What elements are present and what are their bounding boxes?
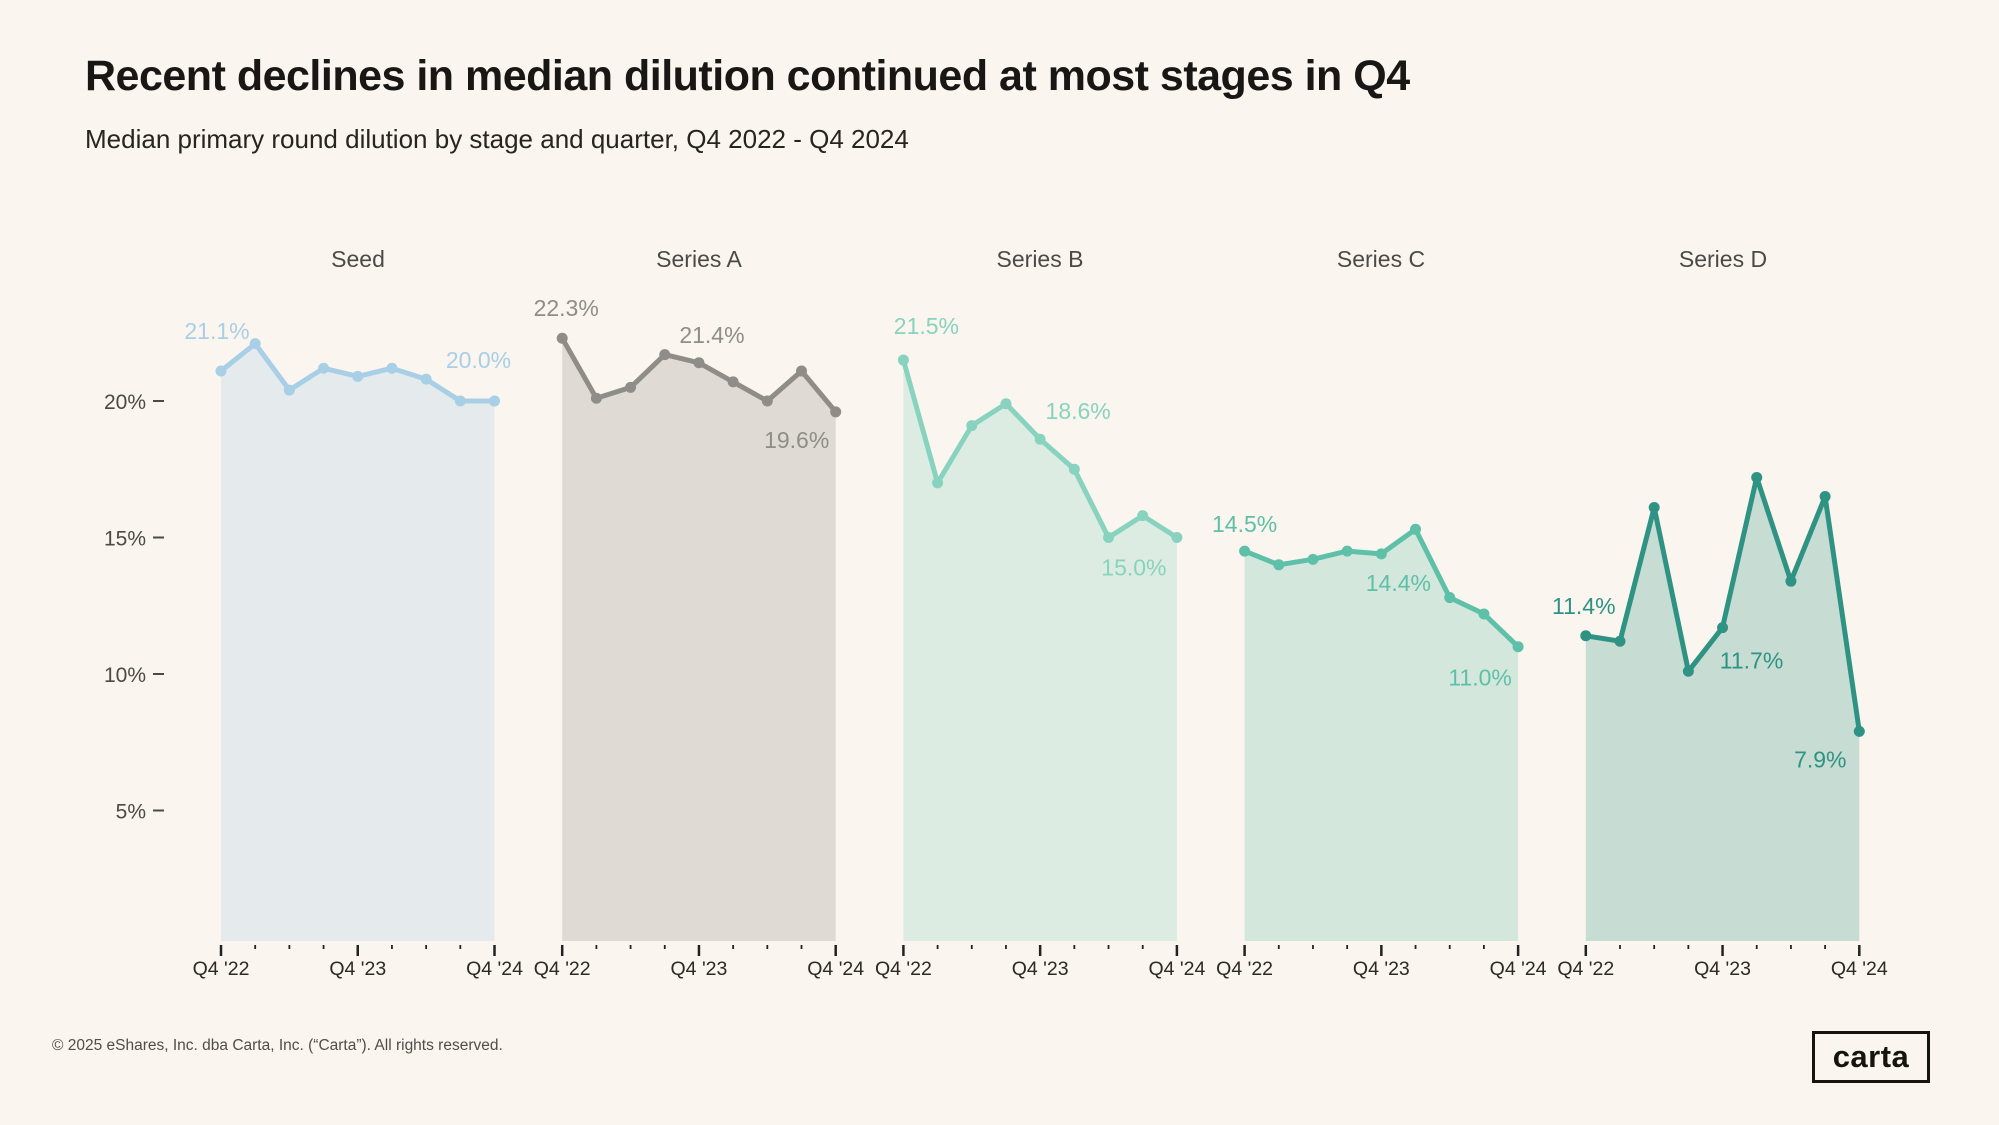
point-series-c-q4 <box>1375 548 1387 560</box>
y-axis-tick-label: 15% <box>104 528 146 551</box>
point-series-d-q8 <box>1853 725 1865 737</box>
panel-title-series-a: Series A <box>656 246 742 272</box>
panel-title-series-c: Series C <box>1336 246 1426 272</box>
point-series-a-q0 <box>556 332 568 344</box>
point-series-c-q7 <box>1478 608 1490 620</box>
copyright-text: © 2025 eShares, Inc. dba Carta, Inc. (“C… <box>52 1037 503 1054</box>
point-seed-q0 <box>215 365 227 377</box>
point-series-b-q5 <box>1068 463 1080 475</box>
page-subtitle: Median primary round dilution by stage a… <box>85 124 909 154</box>
panel-title-series-b: Series B <box>996 246 1084 272</box>
point-series-c-q0 <box>1239 545 1251 557</box>
area-fill-series-c <box>1244 529 1519 941</box>
x-axis-tick-label: Q4 '24 <box>1148 958 1205 980</box>
y-axis-tick-label: 10% <box>104 664 146 687</box>
point-series-c-q5 <box>1410 523 1422 535</box>
point-series-a-q7 <box>796 365 808 377</box>
point-seed-q5 <box>386 362 398 374</box>
carta-logo: carta <box>1812 1031 1930 1083</box>
y-axis-tick-label: 20% <box>104 391 146 414</box>
point-series-b-q3 <box>1000 398 1012 410</box>
point-series-a-q5 <box>727 376 739 388</box>
panel-title-seed: Seed <box>331 246 385 272</box>
point-series-a-q8 <box>830 406 842 418</box>
point-series-d-q0 <box>1580 630 1592 642</box>
point-seed-q1 <box>249 338 261 350</box>
point-series-d-q2 <box>1648 501 1660 513</box>
value-label-series-d: 11.4% <box>1552 593 1616 619</box>
point-series-b-q4 <box>1034 433 1046 445</box>
point-series-a-q3 <box>659 349 671 361</box>
point-series-d-q4 <box>1717 622 1729 634</box>
point-seed-q4 <box>352 370 364 382</box>
point-seed-q7 <box>454 395 466 407</box>
x-axis-tick-label: Q4 '24 <box>807 958 864 980</box>
point-series-c-q1 <box>1273 559 1285 571</box>
area-fill-series-b <box>903 360 1177 942</box>
point-seed-q2 <box>283 384 295 396</box>
carta-logo-text: carta <box>1832 1039 1910 1074</box>
point-series-c-q6 <box>1444 592 1456 604</box>
point-series-d-q5 <box>1751 471 1763 483</box>
x-axis-tick-label: Q4 '23 <box>671 958 728 980</box>
point-series-b-q2 <box>966 420 978 432</box>
x-axis-tick-label: Q4 '24 <box>1490 958 1547 980</box>
x-axis-tick-label: Q4 '22 <box>193 958 250 980</box>
value-label-series-b: 18.6% <box>1046 398 1111 424</box>
x-axis-tick-label: Q4 '24 <box>1831 958 1888 980</box>
value-label-series-a: 22.3% <box>534 295 599 321</box>
area-fill-series-d <box>1585 477 1860 941</box>
point-series-c-q3 <box>1341 545 1353 557</box>
point-series-d-q7 <box>1819 491 1831 503</box>
value-label-series-d: 7.9% <box>1794 746 1846 772</box>
x-axis-tick-label: Q4 '23 <box>1353 958 1410 980</box>
point-series-a-q6 <box>761 395 773 407</box>
point-series-a-q4 <box>693 357 705 369</box>
value-label-series-d: 11.7% <box>1720 648 1784 674</box>
point-series-a-q2 <box>625 381 637 393</box>
point-series-b-q1 <box>932 477 944 489</box>
value-label-series-c: 14.5% <box>1212 511 1277 537</box>
value-label-series-c: 11.0% <box>1448 665 1512 691</box>
area-fill-seed <box>221 343 495 941</box>
value-label-series-a: 19.6% <box>764 427 829 453</box>
point-series-a-q1 <box>590 392 602 404</box>
point-series-d-q6 <box>1785 575 1797 587</box>
page-title: Recent declines in median dilution conti… <box>85 52 1410 100</box>
value-label-series-a: 21.4% <box>679 322 744 348</box>
value-label-series-b: 21.5% <box>894 313 959 339</box>
point-seed-q6 <box>420 373 432 385</box>
point-series-b-q8 <box>1171 532 1183 543</box>
area-fill-series-a <box>562 338 836 941</box>
x-axis-tick-label: Q4 '22 <box>534 958 591 980</box>
x-axis-tick-label: Q4 '23 <box>1694 958 1751 980</box>
point-series-b-q6 <box>1103 532 1115 543</box>
value-label-series-c: 14.4% <box>1366 570 1431 596</box>
point-series-b-q0 <box>897 354 909 366</box>
point-series-c-q8 <box>1512 641 1524 653</box>
value-label-series-b: 15.0% <box>1101 555 1166 581</box>
x-axis-tick-label: Q4 '22 <box>1216 958 1273 980</box>
point-seed-q3 <box>318 362 330 374</box>
x-axis-tick-label: Q4 '23 <box>1012 958 1069 980</box>
x-axis-tick-label: Q4 '23 <box>329 958 386 980</box>
x-axis-tick-label: Q4 '22 <box>875 958 932 980</box>
point-series-b-q7 <box>1137 510 1149 522</box>
point-seed-q8 <box>489 395 500 407</box>
point-series-c-q2 <box>1307 553 1319 565</box>
panel-title-series-d: Series D <box>1678 246 1768 272</box>
x-axis-tick-label: Q4 '22 <box>1557 958 1614 980</box>
point-series-d-q3 <box>1682 665 1694 677</box>
value-label-seed: 20.0% <box>446 347 511 373</box>
x-axis-tick-label: Q4 '24 <box>466 958 523 980</box>
y-axis-tick-label: 5% <box>116 801 146 824</box>
point-series-d-q1 <box>1614 635 1626 647</box>
value-label-seed: 21.1% <box>184 318 249 344</box>
